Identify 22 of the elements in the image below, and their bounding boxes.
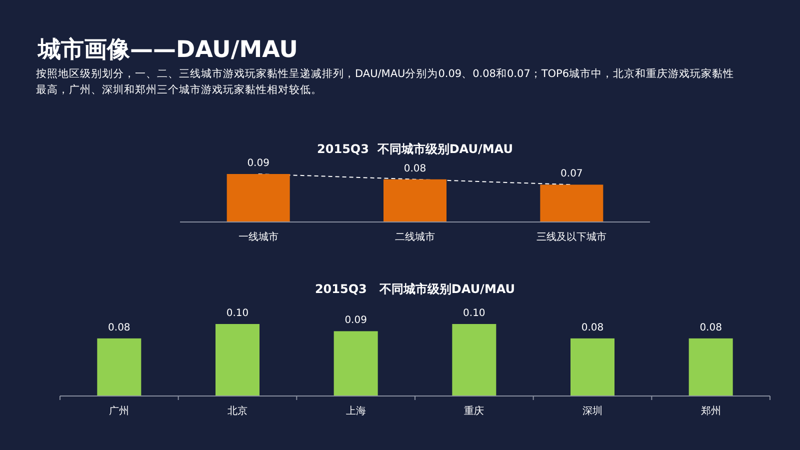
data-label: 0.08 xyxy=(700,322,722,334)
data-label: 0.09 xyxy=(247,158,270,169)
text: 城市画像——DAU/MAU xyxy=(37,36,298,63)
x-tick-label: 北京 xyxy=(228,405,248,417)
data-label: 0.07 xyxy=(560,168,583,180)
x-tick-label: 深圳 xyxy=(582,405,602,417)
x-tick-label: 重庆 xyxy=(464,405,484,417)
x-tick-label: 郑州 xyxy=(700,405,721,417)
data-label: 0.10 xyxy=(463,308,486,319)
chart-title: 2015Q3 不同城市级别DAU/MAU xyxy=(317,142,513,156)
x-tick-label: 二线城市 xyxy=(395,231,435,243)
chart-title: 2015Q3 不同城市级别DAU/MAU xyxy=(314,282,516,296)
text: 按照地区级别划分，一、二、三线城市游戏玩家黏性呈递减排列，DAU/MAU分别为0.09、0.08和0.07；TOP6城市中，北京和重庆游戏玩家黏性最高，广州、深圳和郑州三个城市游戏玩家黏性相对较低。 xyxy=(36,67,736,98)
x-tick-label: 三线及以下城市 xyxy=(536,231,607,243)
x-tick-label: 上海 xyxy=(346,405,366,417)
data-label: 0.10 xyxy=(226,308,249,319)
data-label: 0.08 xyxy=(581,322,604,334)
data-label: 0.09 xyxy=(344,315,367,326)
data-label: 0.08 xyxy=(108,322,130,334)
data-label: 0.08 xyxy=(404,163,426,174)
x-tick-label: 一线城市 xyxy=(238,231,278,243)
x-tick-label: 广州 xyxy=(109,405,130,417)
